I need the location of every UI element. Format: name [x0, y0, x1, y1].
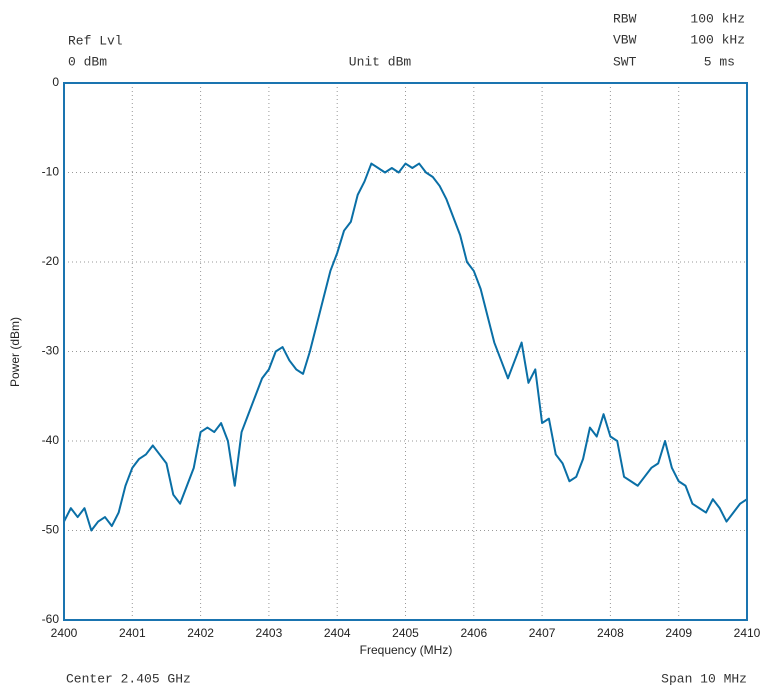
plot-frame: [63, 82, 748, 621]
rbw-label: RBW: [613, 11, 637, 26]
y-tick-label: -20: [42, 254, 60, 268]
x-tick-label: 2402: [187, 626, 214, 640]
x-tick-label: 2407: [529, 626, 556, 640]
x-tick-label: 2403: [256, 626, 283, 640]
x-tick-label: 2406: [460, 626, 487, 640]
x-tick-label: 2404: [324, 626, 351, 640]
rbw-value: 100 kHz: [690, 11, 745, 26]
vbw-value: 100 kHz: [690, 32, 745, 47]
y-tick-label: -30: [42, 344, 60, 358]
center: Center 2.405 GHz: [66, 671, 191, 686]
x-tick-label: 2401: [119, 626, 146, 640]
ref-label: Ref Lvl: [68, 33, 123, 48]
unit: Unit dBm: [349, 54, 412, 69]
y-axis-label: Power (dBm): [8, 317, 22, 387]
x-tick-label: 2410: [734, 626, 761, 640]
ref-value: 0 dBm: [68, 54, 107, 69]
x-tick-label: 2409: [665, 626, 692, 640]
vbw-label: VBW: [613, 32, 637, 47]
y-tick-label: -60: [42, 612, 60, 626]
y-tick-label: 0: [52, 75, 59, 89]
y-tick-label: -10: [42, 165, 60, 179]
trace: [63, 162, 748, 532]
swt-label: SWT: [613, 54, 637, 69]
x-axis-label: Frequency (MHz): [360, 643, 453, 657]
x-tick-label: 2405: [392, 626, 419, 640]
swt-value: 5 ms: [704, 54, 735, 69]
y-tick-label: -40: [42, 433, 60, 447]
y-tick-label: -50: [42, 523, 60, 537]
x-tick-label: 2400: [51, 626, 78, 640]
x-tick-label: 2408: [597, 626, 624, 640]
span: Span 10 MHz: [661, 671, 747, 686]
